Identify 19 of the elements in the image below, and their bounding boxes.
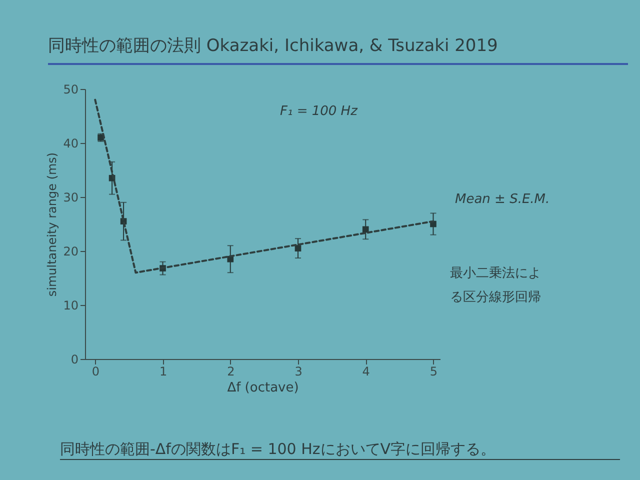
text: Mean ± S.E.M. (455, 192, 550, 207)
chart-title: 同時性の範囲の法則 Okazaki, Ichikawa, & Tsuzaki 2019 (48, 34, 628, 65)
y-axis-title: simultaneity range (ms) (45, 152, 60, 297)
text: 同時性の範囲-Δfの関数はF₁ = 100 HzにおいてV字に回帰する。 (60, 440, 620, 460)
x-tick-label: 5 (430, 364, 438, 378)
y-tick-label: 20 (63, 244, 78, 258)
y-tick-label: 10 (63, 298, 78, 312)
x-tick-label: 2 (227, 364, 235, 378)
y-tick-label: 50 (63, 82, 78, 96)
x-tick-label: 0 (92, 364, 100, 378)
y-tick-label: 30 (63, 190, 78, 204)
x-tick-label: 3 (294, 364, 302, 378)
annotation: F₁ = 100 Hz (280, 104, 358, 119)
x-tick-label: 1 (159, 364, 168, 378)
y-tick-label: 40 (63, 136, 78, 150)
x-tick-label: 4 (362, 364, 370, 378)
y-tick-label: 0 (70, 352, 78, 366)
text: 最小二乗法による区分線形回帰 (450, 265, 542, 307)
x-axis-title: Δf (octave) (227, 380, 299, 396)
